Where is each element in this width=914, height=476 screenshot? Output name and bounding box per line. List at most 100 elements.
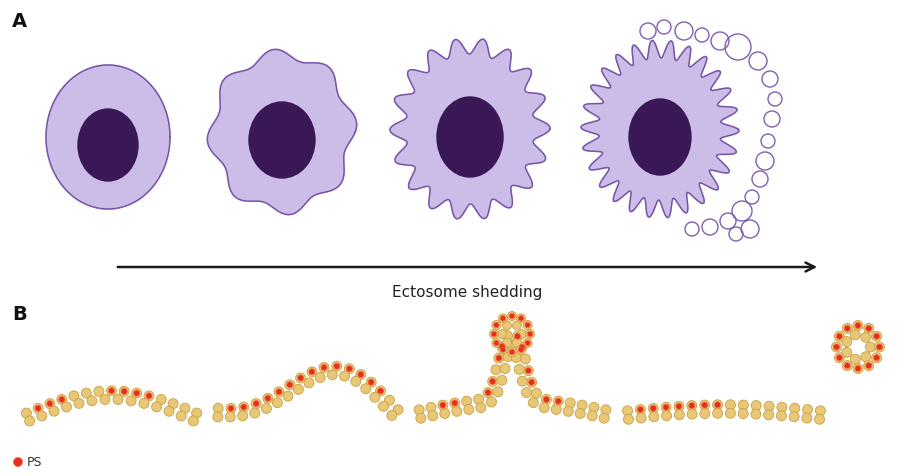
Circle shape xyxy=(650,406,656,411)
Circle shape xyxy=(428,411,438,421)
Circle shape xyxy=(802,405,813,415)
Circle shape xyxy=(874,334,879,339)
Circle shape xyxy=(600,413,609,423)
Ellipse shape xyxy=(437,98,503,178)
Circle shape xyxy=(802,413,812,423)
Circle shape xyxy=(426,403,436,413)
Circle shape xyxy=(240,404,247,410)
Circle shape xyxy=(525,323,530,328)
Circle shape xyxy=(541,395,551,405)
Circle shape xyxy=(814,415,824,424)
Circle shape xyxy=(483,388,493,397)
Circle shape xyxy=(513,331,523,341)
Circle shape xyxy=(543,397,549,403)
Circle shape xyxy=(513,338,522,347)
Circle shape xyxy=(251,399,261,409)
Circle shape xyxy=(836,355,843,361)
Circle shape xyxy=(494,323,499,328)
Circle shape xyxy=(14,457,23,466)
Circle shape xyxy=(523,339,532,348)
Circle shape xyxy=(494,341,499,346)
Circle shape xyxy=(853,364,863,374)
Circle shape xyxy=(265,396,271,401)
Circle shape xyxy=(648,404,658,414)
Circle shape xyxy=(713,400,723,410)
Circle shape xyxy=(517,343,527,353)
Circle shape xyxy=(662,411,672,421)
Circle shape xyxy=(493,387,503,397)
Circle shape xyxy=(518,347,524,353)
Circle shape xyxy=(842,324,852,334)
Circle shape xyxy=(491,332,496,337)
Circle shape xyxy=(636,413,646,423)
Circle shape xyxy=(283,391,293,401)
Circle shape xyxy=(81,388,91,398)
Circle shape xyxy=(790,404,800,414)
Circle shape xyxy=(285,380,295,390)
Circle shape xyxy=(490,330,498,339)
Circle shape xyxy=(866,363,872,369)
Circle shape xyxy=(687,409,697,419)
Circle shape xyxy=(518,316,524,321)
Polygon shape xyxy=(46,66,170,209)
Circle shape xyxy=(496,355,502,361)
Circle shape xyxy=(508,341,517,351)
Circle shape xyxy=(393,405,403,415)
Circle shape xyxy=(509,349,515,355)
Circle shape xyxy=(37,411,47,421)
Circle shape xyxy=(842,361,852,371)
Circle shape xyxy=(332,361,342,371)
Circle shape xyxy=(726,408,736,418)
Circle shape xyxy=(565,398,575,408)
Circle shape xyxy=(855,323,861,329)
Circle shape xyxy=(834,332,845,342)
Circle shape xyxy=(463,405,473,415)
Circle shape xyxy=(356,370,366,380)
Circle shape xyxy=(523,321,532,330)
Circle shape xyxy=(866,342,876,352)
Circle shape xyxy=(87,396,97,406)
Circle shape xyxy=(69,391,79,401)
Circle shape xyxy=(192,408,202,418)
Circle shape xyxy=(623,415,633,424)
Circle shape xyxy=(589,403,599,413)
Circle shape xyxy=(351,377,361,387)
Circle shape xyxy=(307,367,317,377)
Circle shape xyxy=(789,412,799,422)
Text: A: A xyxy=(12,12,27,31)
Circle shape xyxy=(516,346,526,355)
Text: PS: PS xyxy=(27,456,42,468)
Circle shape xyxy=(152,402,162,412)
Text: Ectosome shedding: Ectosome shedding xyxy=(392,284,542,299)
Circle shape xyxy=(376,386,386,396)
Circle shape xyxy=(506,340,516,350)
Circle shape xyxy=(635,405,645,415)
Circle shape xyxy=(494,353,504,363)
Circle shape xyxy=(253,401,260,407)
Circle shape xyxy=(370,392,380,402)
Circle shape xyxy=(334,364,340,369)
Circle shape xyxy=(94,387,104,397)
Circle shape xyxy=(293,385,303,395)
Circle shape xyxy=(298,375,303,381)
Circle shape xyxy=(450,398,460,408)
Circle shape xyxy=(553,397,563,407)
Circle shape xyxy=(309,369,315,375)
Circle shape xyxy=(663,405,669,410)
Circle shape xyxy=(675,410,685,420)
Circle shape xyxy=(378,401,388,411)
Circle shape xyxy=(715,402,720,408)
Circle shape xyxy=(503,338,512,347)
Circle shape xyxy=(587,411,597,421)
Circle shape xyxy=(622,406,632,416)
Circle shape xyxy=(686,401,696,411)
Circle shape xyxy=(319,363,329,373)
Circle shape xyxy=(515,365,525,375)
Circle shape xyxy=(452,407,462,416)
Circle shape xyxy=(499,344,505,350)
Circle shape xyxy=(498,346,507,355)
Circle shape xyxy=(861,352,871,362)
Circle shape xyxy=(473,395,484,405)
Circle shape xyxy=(556,398,561,404)
Circle shape xyxy=(156,395,166,405)
